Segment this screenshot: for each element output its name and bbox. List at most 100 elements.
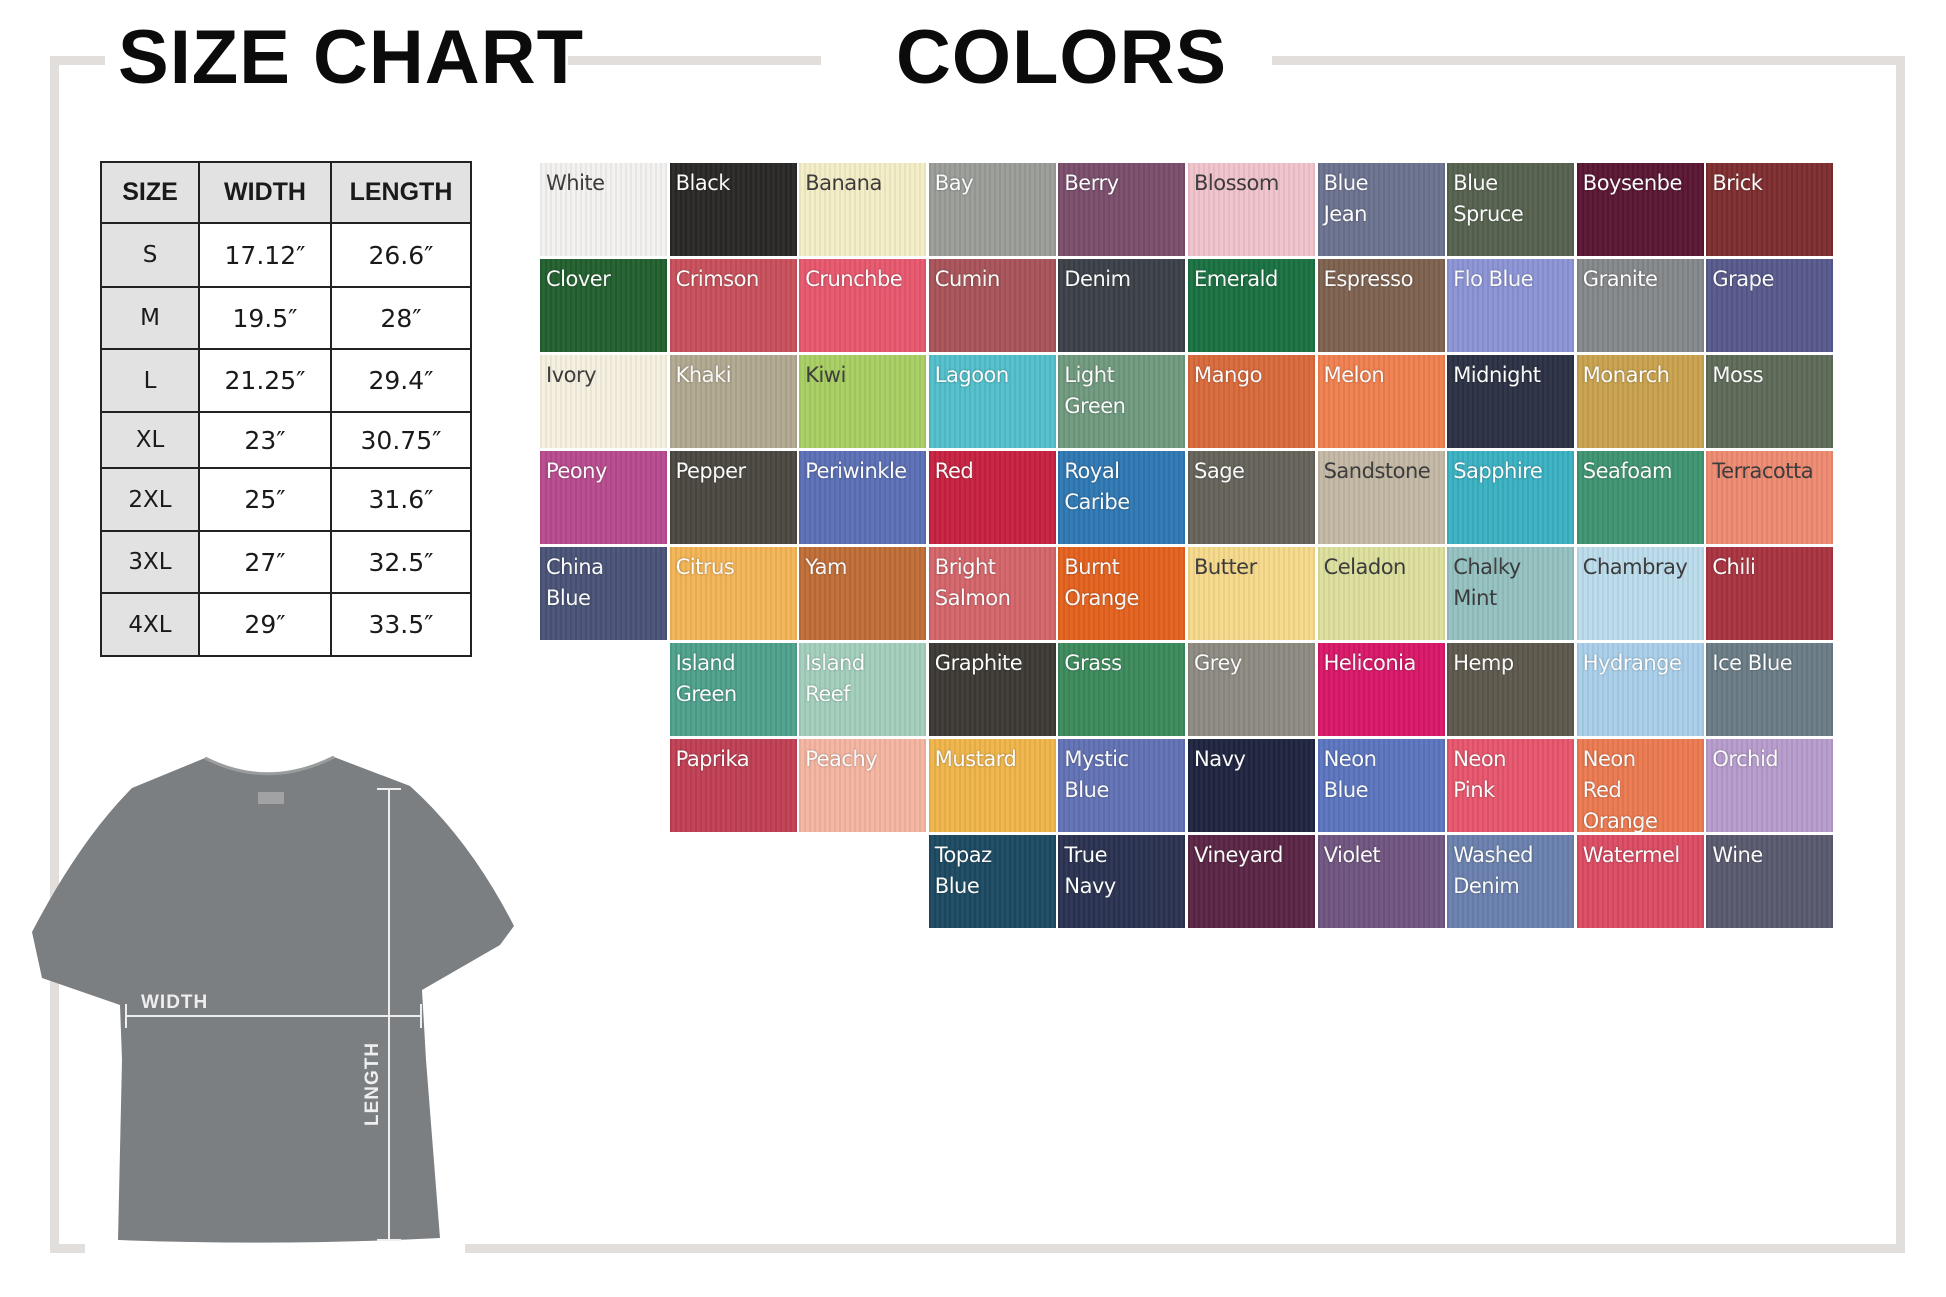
color-swatch[interactable]: Graphite	[928, 643, 1056, 736]
color-swatch[interactable]: Sandstone	[1317, 451, 1445, 544]
color-swatch[interactable]: Watermel	[1576, 835, 1704, 928]
color-swatch[interactable]: Moss	[1706, 355, 1834, 448]
color-swatch[interactable]: Mystic Blue	[1058, 739, 1186, 832]
color-swatch[interactable]: Denim	[1058, 259, 1186, 352]
color-swatch[interactable]: Chambray	[1576, 547, 1704, 640]
color-swatch[interactable]: Mango	[1188, 355, 1315, 448]
color-swatch[interactable]: Paprika	[669, 739, 797, 832]
color-swatch[interactable]: Kiwi	[799, 355, 927, 448]
color-swatch[interactable]: Chili	[1706, 547, 1834, 640]
color-swatch[interactable]: Blue Jean	[1317, 163, 1445, 256]
color-swatch[interactable]: Sage	[1188, 451, 1315, 544]
color-swatch[interactable]: Blue Spruce	[1447, 163, 1575, 256]
color-swatch[interactable]: Pepper	[669, 451, 797, 544]
color-swatch[interactable]: Crunchbe	[799, 259, 927, 352]
color-swatch[interactable]: Banana	[799, 163, 927, 256]
color-swatch[interactable]: Emerald	[1188, 259, 1315, 352]
color-swatch[interactable]: Neon Blue	[1317, 739, 1445, 832]
color-swatch[interactable]: True Navy	[1058, 835, 1186, 928]
color-swatch[interactable]: Brick	[1706, 163, 1834, 256]
color-swatch[interactable]: Terracotta	[1706, 451, 1834, 544]
size-table: SIZE WIDTH LENGTH S 17.12″ 26.6″ M 19.5″ 28″ L…	[100, 161, 472, 657]
color-swatch[interactable]: Bright Salmon	[928, 547, 1056, 640]
color-swatch[interactable]: Crimson	[669, 259, 797, 352]
frame-right	[1896, 56, 1905, 1253]
color-swatch[interactable]: Light Green	[1058, 355, 1186, 448]
color-swatch[interactable]: Khaki	[669, 355, 797, 448]
color-swatch[interactable]: Bay	[928, 163, 1056, 256]
color-swatch-label: Sandstone	[1323, 459, 1431, 483]
color-swatch[interactable]: White	[540, 163, 667, 256]
color-swatch[interactable]: Island Green	[669, 643, 797, 736]
color-swatch[interactable]: Seafoam	[1576, 451, 1704, 544]
color-swatch[interactable]: Butter	[1188, 547, 1315, 640]
color-swatch-label: Granite	[1582, 267, 1658, 291]
color-swatch[interactable]: Monarch	[1576, 355, 1704, 448]
length-cell: 30.75″	[330, 411, 472, 469]
color-swatch[interactable]: Hydrange	[1576, 643, 1704, 736]
color-swatch-label: Espresso	[1323, 267, 1414, 291]
color-swatch-label: Island Green	[675, 651, 738, 706]
color-swatch[interactable]: Violet	[1317, 835, 1445, 928]
color-swatch[interactable]: Flo Blue	[1447, 259, 1575, 352]
color-swatch[interactable]: Royal Caribe	[1058, 451, 1186, 544]
color-swatch[interactable]: Sapphire	[1447, 451, 1575, 544]
color-swatch[interactable]: China Blue	[540, 547, 667, 640]
color-swatch-label: Bay	[934, 171, 974, 195]
color-swatch[interactable]: Midnight	[1447, 355, 1575, 448]
color-swatch[interactable]: Black	[669, 163, 797, 256]
color-swatch[interactable]: Vineyard	[1188, 835, 1315, 928]
color-swatch[interactable]: Celadon	[1317, 547, 1445, 640]
color-swatch[interactable]: Boysenbe	[1576, 163, 1704, 256]
color-swatch-label: Emerald	[1194, 267, 1278, 291]
color-swatch-label: Terracotta	[1712, 459, 1814, 483]
color-swatch-label: Light Green	[1064, 363, 1126, 418]
color-swatch-label: Sage	[1194, 459, 1245, 483]
color-swatch[interactable]: Berry	[1058, 163, 1186, 256]
color-swatch[interactable]: Burnt Orange	[1058, 547, 1186, 640]
color-swatch[interactable]: Topaz Blue	[928, 835, 1056, 928]
color-swatch[interactable]: Peachy	[799, 739, 927, 832]
color-swatch-label: Denim	[1064, 267, 1131, 291]
color-swatch-label: Banana	[805, 171, 882, 195]
color-swatch[interactable]: Cumin	[928, 259, 1056, 352]
color-swatch[interactable]: Melon	[1317, 355, 1445, 448]
color-swatch[interactable]: Red	[928, 451, 1056, 544]
color-swatch[interactable]: Ice Blue	[1706, 643, 1834, 736]
color-swatch[interactable]: Wine	[1706, 835, 1834, 928]
color-swatch-label: Cumin	[934, 267, 1001, 291]
color-swatch[interactable]: Citrus	[669, 547, 797, 640]
color-swatch[interactable]: Heliconia	[1317, 643, 1445, 736]
color-swatch-label: Yam	[805, 555, 847, 579]
color-swatch[interactable]: Grey	[1188, 643, 1315, 736]
color-swatch-label: Paprika	[675, 747, 750, 771]
color-swatch[interactable]: Chalky Mint	[1447, 547, 1575, 640]
color-swatch[interactable]: Neon Red Orange	[1576, 739, 1704, 832]
color-swatch[interactable]: Periwinkle	[799, 451, 927, 544]
color-swatch-label: Wine	[1712, 843, 1763, 867]
color-swatch[interactable]: Granite	[1576, 259, 1704, 352]
color-swatch-label: Pepper	[675, 459, 747, 483]
size-row: 4XL 29″ 33.5″	[100, 592, 472, 657]
color-swatch[interactable]: Ivory	[540, 355, 667, 448]
color-swatch-label: Periwinkle	[805, 459, 907, 483]
color-swatch[interactable]: Peony	[540, 451, 667, 544]
color-swatch[interactable]: Yam	[799, 547, 927, 640]
color-swatch[interactable]: Clover	[540, 259, 667, 352]
color-swatch[interactable]: Navy	[1188, 739, 1315, 832]
color-swatch[interactable]: Blossom	[1188, 163, 1315, 256]
color-swatch-label: Seafoam	[1582, 459, 1673, 483]
color-swatch[interactable]: Mustard	[928, 739, 1056, 832]
size-row: 2XL 25″ 31.6″	[100, 467, 472, 532]
color-swatch[interactable]: Island Reef	[799, 643, 927, 736]
color-swatch[interactable]: Espresso	[1317, 259, 1445, 352]
color-swatch[interactable]: Lagoon	[928, 355, 1056, 448]
width-cell: 17.12″	[198, 222, 332, 288]
color-swatch[interactable]: Grape	[1706, 259, 1834, 352]
color-swatch[interactable]: Neon Pink	[1447, 739, 1575, 832]
color-swatch[interactable]: Washed Denim	[1447, 835, 1575, 928]
color-swatch[interactable]: Hemp	[1447, 643, 1575, 736]
color-swatch[interactable]: Grass	[1058, 643, 1186, 736]
color-swatch-label: Island Reef	[805, 651, 865, 706]
color-swatch[interactable]: Orchid	[1706, 739, 1834, 832]
